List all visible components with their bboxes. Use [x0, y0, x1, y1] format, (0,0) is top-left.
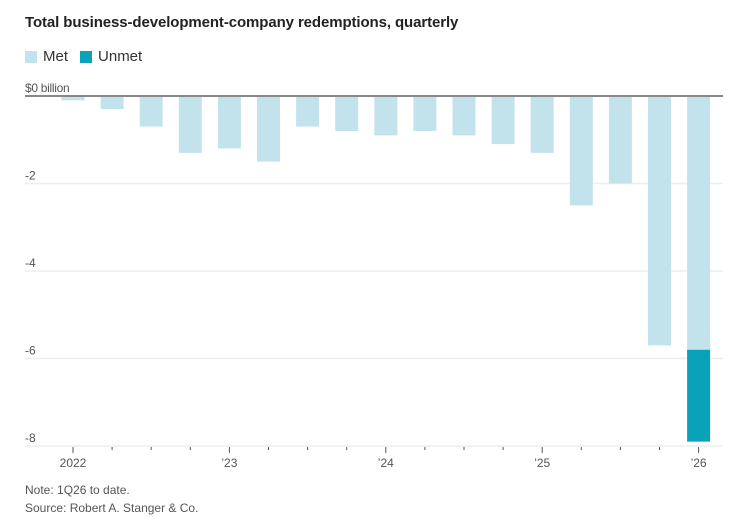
axes: $0 billion -2 -4 -6 -8 2022 ’23 ’24 ’25 ’26 [25, 81, 723, 470]
x-tick-label: ’26 [691, 456, 707, 470]
legend-label-unmet: Unmet [98, 48, 143, 65]
y-tick-label: -4 [25, 256, 36, 270]
bar-met-1Q24 [374, 96, 398, 136]
bar-met-1Q25 [530, 96, 554, 153]
bar-met-3Q22 [139, 96, 163, 127]
bar-met-4Q22 [178, 96, 202, 153]
x-tick-label: ’25 [534, 456, 550, 470]
bar-met-1Q26 [687, 96, 711, 350]
chart-note: Note: 1Q26 to date. [25, 483, 130, 497]
y-tick-label: -8 [25, 431, 36, 445]
bar-met-4Q25 [648, 96, 671, 346]
x-tick-label: ’23 [221, 456, 237, 470]
legend-swatch-met [25, 50, 37, 63]
chart-title: Total business-development-company redem… [25, 14, 459, 31]
y-tick-label: $0 billion [25, 81, 69, 95]
legend-swatch-unmet [80, 50, 93, 63]
bar-met-2Q24 [413, 96, 437, 131]
x-tick-label: ’24 [378, 456, 394, 470]
bar-met-3Q24 [452, 96, 476, 136]
bar-met-2Q25 [569, 96, 593, 206]
legend-label-met: Met [43, 48, 69, 65]
bar-met-3Q23 [296, 96, 320, 127]
bar-met-2Q22 [100, 96, 124, 110]
bar-met-2Q23 [257, 96, 280, 162]
x-tick-label: 2022 [60, 456, 87, 470]
bar-met-1Q23 [217, 96, 241, 149]
legend-item-met: Met [25, 48, 68, 65]
legend-item-unmet: Unmet [80, 48, 142, 65]
bar-unmet-1Q26 [687, 349, 711, 442]
y-tick-label: -6 [25, 344, 36, 358]
y-tick-label: -2 [25, 169, 36, 183]
bars [61, 96, 711, 442]
bar-met-4Q23 [335, 96, 359, 131]
bar-met-4Q24 [491, 96, 515, 145]
gridlines [25, 182, 723, 447]
bar-met-1Q22 [61, 96, 85, 101]
chart-footer: Note: 1Q26 to date. Source: Robert A. St… [25, 481, 198, 517]
chart-source: Source: Robert A. Stanger & Co. [25, 501, 199, 515]
legend: Met Unmet [25, 48, 154, 65]
bar-met-3Q25 [608, 96, 632, 184]
